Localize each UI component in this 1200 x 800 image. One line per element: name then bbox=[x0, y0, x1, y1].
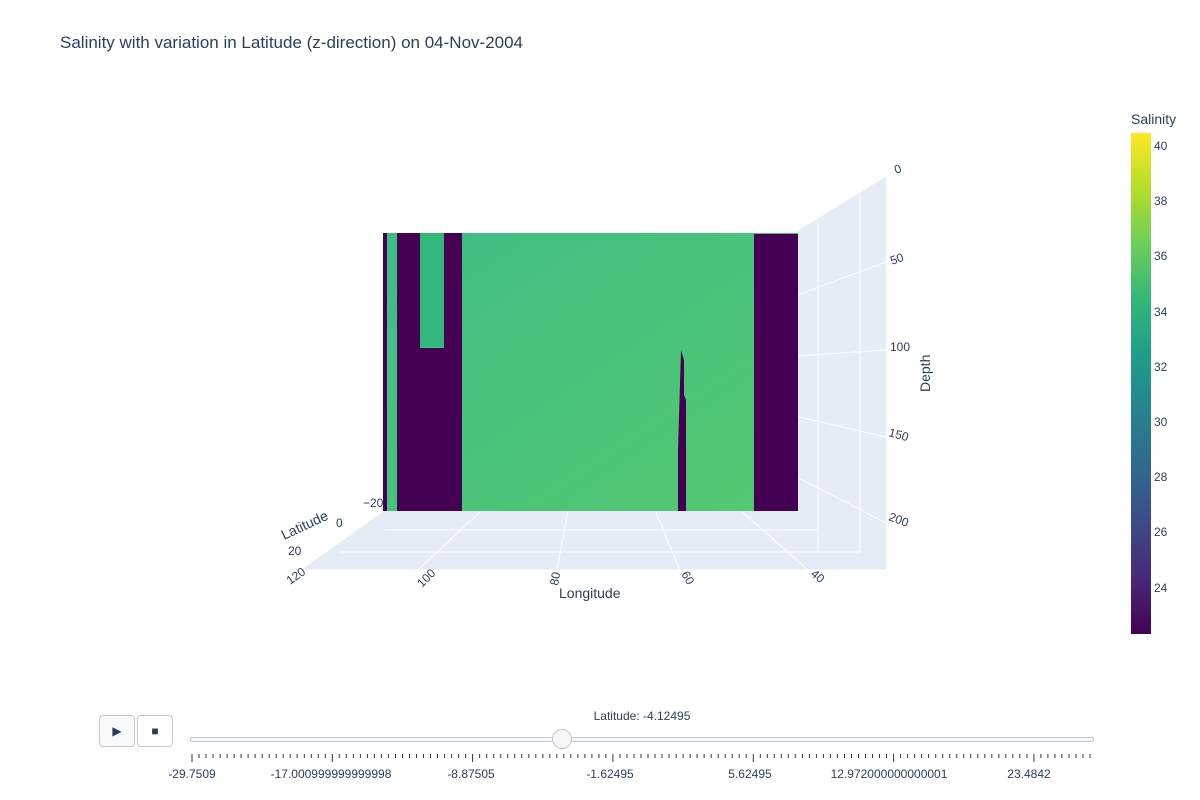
slider-step-label: 23.4842 bbox=[1007, 767, 1051, 781]
slider-step-label: -17.000999999999998 bbox=[271, 767, 392, 781]
colorbar-title: Salinity bbox=[1131, 111, 1177, 127]
longitude-tick: 80 bbox=[547, 571, 563, 587]
colorbar-tick: 34 bbox=[1154, 305, 1168, 319]
colorbar bbox=[1131, 133, 1151, 634]
salinity-slice-surface[interactable] bbox=[383, 233, 798, 511]
latitude-axis-title: Latitude bbox=[279, 507, 331, 543]
colorbar-tick: 40 bbox=[1154, 139, 1168, 153]
latitude-slider-panel: ▶ ■ Latitude: -4.12495 -29.7509 -17.0009… bbox=[0, 700, 1200, 800]
depth-tick: 150 bbox=[887, 425, 910, 444]
surface-land-strip-1 bbox=[383, 233, 387, 511]
colorbar-tick: 26 bbox=[1154, 525, 1168, 539]
colorbar-tick: 36 bbox=[1154, 249, 1168, 263]
surface-land-strip-3 bbox=[420, 348, 444, 511]
floor-grid bbox=[299, 509, 886, 571]
slider-step-label: 12.972000000000001 bbox=[831, 767, 948, 781]
slider-current-value: Latitude: -4.12495 bbox=[593, 709, 691, 723]
slider-rail[interactable] bbox=[190, 737, 1094, 742]
depth-tick: 0 bbox=[892, 161, 903, 177]
stop-button[interactable]: ■ bbox=[137, 715, 173, 747]
slider-step-label: -1.62495 bbox=[586, 767, 634, 781]
depth-axis: 0 50 100 150 200 Depth bbox=[887, 161, 933, 530]
latitude-tick: 20 bbox=[288, 544, 302, 558]
chart-title: Salinity with variation in Latitude (z-d… bbox=[60, 33, 524, 52]
colorbar-tick: 24 bbox=[1154, 581, 1168, 595]
surface-land-strip-2 bbox=[397, 233, 420, 511]
scene-floor bbox=[300, 510, 886, 570]
surface-seamount bbox=[678, 350, 686, 511]
depth-tick: 50 bbox=[888, 250, 906, 268]
slider-step-label: 5.62495 bbox=[728, 767, 772, 781]
slider-step-label: -29.7509 bbox=[168, 767, 216, 781]
depth-axis-title: Depth bbox=[917, 355, 933, 392]
colorbar-tick: 30 bbox=[1154, 415, 1168, 429]
latitude-tick: −20 bbox=[363, 496, 384, 510]
depth-tick: 200 bbox=[887, 510, 911, 530]
colorbar-tick: 38 bbox=[1154, 194, 1168, 208]
surface-ocean-notch bbox=[420, 233, 444, 347]
slider-ticks: -29.7509 -17.000999999999998 -8.87505 -1… bbox=[168, 754, 1091, 781]
surface-land-strip-4 bbox=[444, 233, 462, 511]
longitude-tick: 60 bbox=[678, 569, 697, 588]
colorbar-tick: 32 bbox=[1154, 360, 1168, 374]
latitude-tick: 0 bbox=[336, 516, 343, 530]
play-button[interactable]: ▶ bbox=[99, 715, 135, 747]
surface-land-strip-5 bbox=[754, 234, 798, 511]
longitude-axis-title: Longitude bbox=[559, 585, 621, 601]
slider-handle[interactable] bbox=[552, 729, 572, 749]
colorbar-tick: 28 bbox=[1154, 470, 1168, 484]
slider-step-label: -8.87505 bbox=[447, 767, 495, 781]
depth-tick: 100 bbox=[890, 340, 910, 354]
back-wall-grid bbox=[794, 175, 887, 552]
